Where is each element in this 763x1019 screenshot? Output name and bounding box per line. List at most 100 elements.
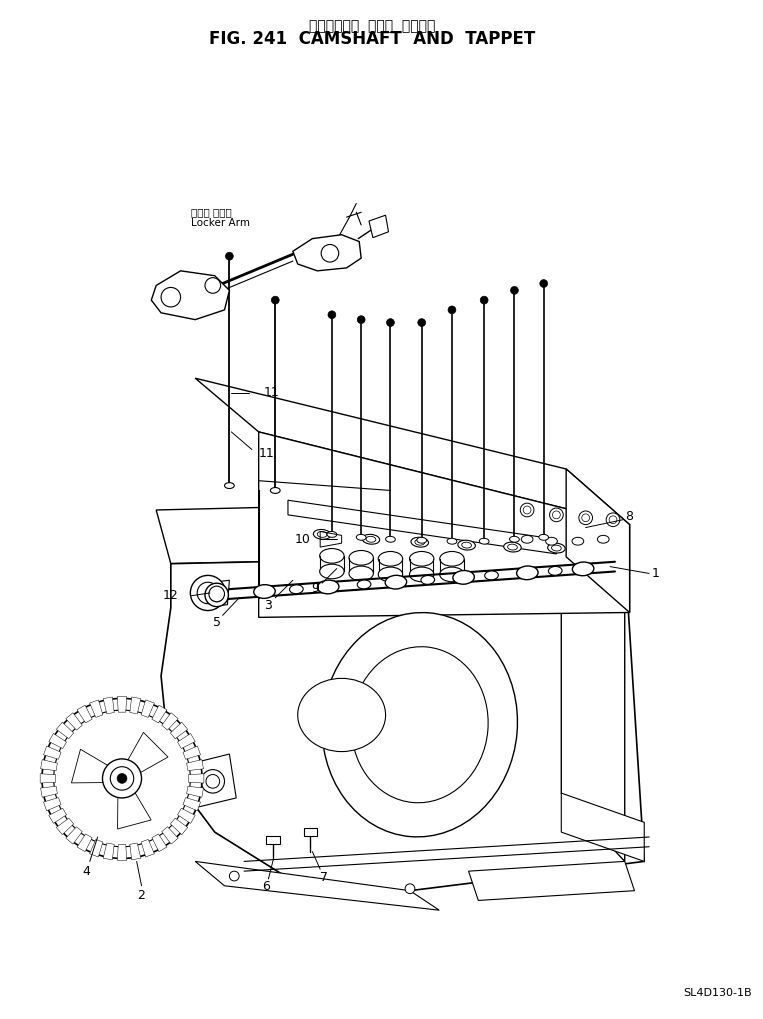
- Ellipse shape: [510, 536, 520, 542]
- Polygon shape: [66, 826, 82, 844]
- Ellipse shape: [314, 530, 331, 539]
- Polygon shape: [195, 861, 439, 910]
- Circle shape: [190, 576, 226, 610]
- Ellipse shape: [356, 534, 366, 540]
- Circle shape: [549, 508, 563, 522]
- Ellipse shape: [320, 548, 344, 564]
- Circle shape: [53, 710, 190, 847]
- Ellipse shape: [458, 540, 475, 550]
- Polygon shape: [122, 733, 168, 779]
- Circle shape: [209, 586, 224, 602]
- Text: 6: 6: [262, 880, 270, 894]
- Ellipse shape: [385, 536, 395, 542]
- Polygon shape: [40, 759, 57, 770]
- Polygon shape: [40, 787, 57, 797]
- Circle shape: [272, 297, 279, 304]
- Polygon shape: [103, 697, 114, 714]
- Ellipse shape: [517, 566, 538, 580]
- Ellipse shape: [366, 536, 376, 542]
- Circle shape: [405, 883, 415, 894]
- Ellipse shape: [572, 562, 594, 576]
- Circle shape: [161, 287, 181, 307]
- Circle shape: [606, 513, 620, 527]
- Polygon shape: [56, 818, 74, 835]
- Ellipse shape: [507, 544, 517, 550]
- Circle shape: [552, 511, 560, 519]
- Ellipse shape: [546, 537, 558, 545]
- Circle shape: [197, 582, 219, 603]
- Polygon shape: [566, 469, 629, 612]
- Ellipse shape: [453, 571, 475, 584]
- Polygon shape: [49, 734, 66, 749]
- Circle shape: [581, 514, 590, 522]
- Circle shape: [210, 588, 224, 602]
- Ellipse shape: [447, 538, 457, 544]
- Circle shape: [328, 311, 336, 319]
- Text: SL4D130-1B: SL4D130-1B: [684, 988, 752, 999]
- Ellipse shape: [320, 565, 344, 579]
- Text: FIG. 241  CAMSHAFT  AND  TAPPET: FIG. 241 CAMSHAFT AND TAPPET: [209, 31, 535, 49]
- Circle shape: [321, 245, 339, 262]
- Text: 7: 7: [320, 870, 328, 883]
- Circle shape: [609, 516, 617, 524]
- Polygon shape: [103, 843, 114, 860]
- Polygon shape: [118, 697, 127, 712]
- Polygon shape: [162, 712, 179, 730]
- Polygon shape: [43, 746, 61, 759]
- Circle shape: [206, 774, 220, 788]
- Polygon shape: [156, 500, 625, 564]
- Text: カムシャフト  および  タペット: カムシャフト および タペット: [309, 18, 435, 33]
- Polygon shape: [293, 234, 361, 271]
- Ellipse shape: [521, 535, 533, 543]
- Ellipse shape: [317, 580, 339, 594]
- Ellipse shape: [378, 568, 403, 582]
- Circle shape: [539, 279, 548, 287]
- Ellipse shape: [421, 576, 435, 584]
- Polygon shape: [187, 759, 204, 770]
- Ellipse shape: [549, 567, 562, 576]
- Text: 12: 12: [163, 589, 179, 602]
- Polygon shape: [195, 378, 629, 525]
- Ellipse shape: [462, 542, 472, 548]
- Ellipse shape: [548, 543, 565, 553]
- Ellipse shape: [479, 538, 489, 544]
- Ellipse shape: [504, 542, 521, 552]
- Polygon shape: [288, 500, 556, 554]
- Polygon shape: [118, 845, 127, 860]
- Polygon shape: [152, 834, 167, 852]
- Ellipse shape: [539, 534, 549, 540]
- Circle shape: [111, 766, 134, 790]
- Ellipse shape: [415, 539, 424, 545]
- Text: 9: 9: [311, 582, 319, 594]
- Text: 4: 4: [82, 865, 90, 877]
- Polygon shape: [188, 773, 204, 783]
- Ellipse shape: [351, 647, 488, 803]
- Ellipse shape: [289, 585, 303, 594]
- Polygon shape: [190, 754, 237, 808]
- Polygon shape: [266, 836, 280, 844]
- Polygon shape: [170, 722, 188, 739]
- Ellipse shape: [411, 537, 429, 547]
- Polygon shape: [66, 712, 82, 730]
- Polygon shape: [43, 798, 61, 811]
- Polygon shape: [72, 749, 118, 783]
- Polygon shape: [259, 432, 629, 618]
- Circle shape: [523, 506, 531, 514]
- Circle shape: [205, 583, 228, 606]
- Polygon shape: [130, 843, 141, 860]
- Polygon shape: [162, 826, 179, 844]
- Polygon shape: [187, 787, 204, 797]
- Circle shape: [118, 773, 127, 784]
- Polygon shape: [468, 861, 635, 901]
- Circle shape: [102, 759, 142, 798]
- Text: Locker Arm: Locker Arm: [192, 218, 250, 228]
- Text: 8: 8: [626, 511, 633, 524]
- Circle shape: [230, 871, 239, 880]
- Circle shape: [579, 511, 593, 525]
- Ellipse shape: [254, 585, 275, 598]
- Ellipse shape: [224, 483, 234, 488]
- Ellipse shape: [322, 612, 517, 837]
- Polygon shape: [89, 700, 103, 717]
- Text: 10: 10: [295, 533, 311, 546]
- Polygon shape: [161, 554, 644, 901]
